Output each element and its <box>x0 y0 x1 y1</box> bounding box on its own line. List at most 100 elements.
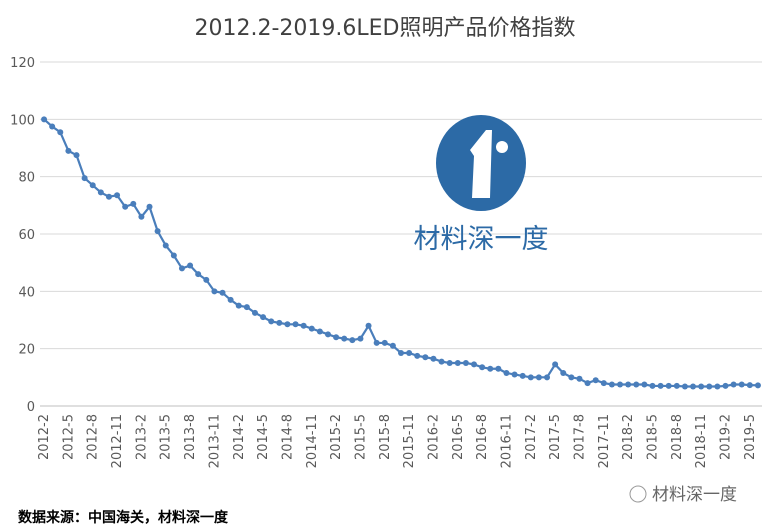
point <box>535 374 542 381</box>
x-tick-label: 2015-5 <box>353 414 368 460</box>
point <box>462 360 469 366</box>
point <box>617 381 624 388</box>
point <box>308 325 315 332</box>
point <box>698 383 705 390</box>
chart-title: 2012.2-2019.6LED照明产品价格指数 <box>195 16 576 41</box>
point <box>300 322 307 329</box>
point <box>414 352 421 359</box>
point <box>487 365 494 372</box>
x-tick-label: 2016-11 <box>499 414 514 468</box>
point <box>560 370 567 377</box>
x-tick-label: 2017-11 <box>597 414 612 468</box>
point <box>576 375 583 382</box>
x-tick-label: 2018-8 <box>670 414 685 460</box>
point <box>292 321 299 328</box>
x-tick-label: 2012-2 <box>37 414 52 460</box>
point <box>130 200 137 207</box>
point <box>178 265 185 272</box>
point <box>690 383 697 390</box>
x-tick-label: 2013-8 <box>183 414 198 460</box>
point <box>81 175 88 182</box>
point <box>105 193 112 200</box>
x-tick-label: 2019-5 <box>743 414 758 460</box>
y-tick-label: 0 <box>27 400 35 415</box>
x-tick-label: 2016-8 <box>475 414 490 460</box>
x-tick-label: 2012-8 <box>86 414 101 460</box>
point <box>641 381 648 388</box>
point <box>511 371 518 378</box>
x-tick-label: 2012-5 <box>61 414 76 460</box>
y-tick-label: 80 <box>18 171 35 186</box>
logo <box>436 115 526 211</box>
x-tick-label: 2017-5 <box>548 414 563 460</box>
point <box>114 192 121 199</box>
point <box>187 262 194 269</box>
point <box>381 339 388 346</box>
source: 数据来源：中国海关，材料深一度 <box>18 509 229 526</box>
point <box>681 383 688 390</box>
y-tick-label: 60 <box>18 228 35 243</box>
point <box>754 382 761 389</box>
point <box>73 152 80 159</box>
point <box>251 309 258 316</box>
point <box>373 339 380 346</box>
point <box>633 381 640 388</box>
x-tick-label: 2019-2 <box>718 414 733 460</box>
logo-dot <box>496 141 508 153</box>
point <box>138 213 145 220</box>
point <box>608 381 615 388</box>
point <box>219 289 226 296</box>
point <box>471 361 478 368</box>
point <box>333 334 340 341</box>
line <box>43 118 758 388</box>
point <box>49 123 56 130</box>
y-tick-label: 40 <box>18 285 35 300</box>
point <box>243 304 250 311</box>
point <box>495 365 502 372</box>
point <box>479 364 486 371</box>
point <box>519 372 526 379</box>
point <box>154 228 161 235</box>
point <box>365 322 372 329</box>
point <box>162 242 169 249</box>
x-tick-label: 2014-5 <box>256 414 271 460</box>
point <box>527 374 534 381</box>
point <box>454 360 461 366</box>
point <box>657 382 664 389</box>
y-tick-label: 120 <box>10 56 35 71</box>
point <box>203 276 210 283</box>
x-tick-label: 2018-11 <box>694 414 709 468</box>
x-tick-label: 2018-2 <box>621 414 636 460</box>
x-tick-label: 2013-2 <box>134 414 149 460</box>
point <box>268 318 275 325</box>
point <box>673 382 680 389</box>
point <box>438 358 445 365</box>
point <box>146 203 153 210</box>
point <box>584 380 591 387</box>
point <box>625 381 632 388</box>
point <box>746 382 753 389</box>
x-tick-label: 2017-2 <box>524 414 539 460</box>
point <box>738 381 745 388</box>
point <box>446 360 453 366</box>
point <box>316 328 323 335</box>
point <box>122 203 129 210</box>
point <box>341 335 348 342</box>
point <box>592 377 599 384</box>
point <box>235 302 242 309</box>
point <box>57 129 64 136</box>
point <box>65 147 72 154</box>
point <box>722 382 729 389</box>
x-tick-label: 2016-5 <box>451 414 466 460</box>
x-tick-label: 2013-5 <box>159 414 174 460</box>
point <box>97 189 104 196</box>
point <box>544 374 551 381</box>
point <box>430 355 437 362</box>
point <box>211 288 218 295</box>
x-tick-label: 2018-5 <box>645 414 660 460</box>
y-tick-label: 100 <box>10 113 35 128</box>
x-tick-label: 2013-11 <box>207 414 222 468</box>
x-tick-label: 2015-8 <box>378 414 393 460</box>
y-tick-label: 20 <box>18 343 35 358</box>
